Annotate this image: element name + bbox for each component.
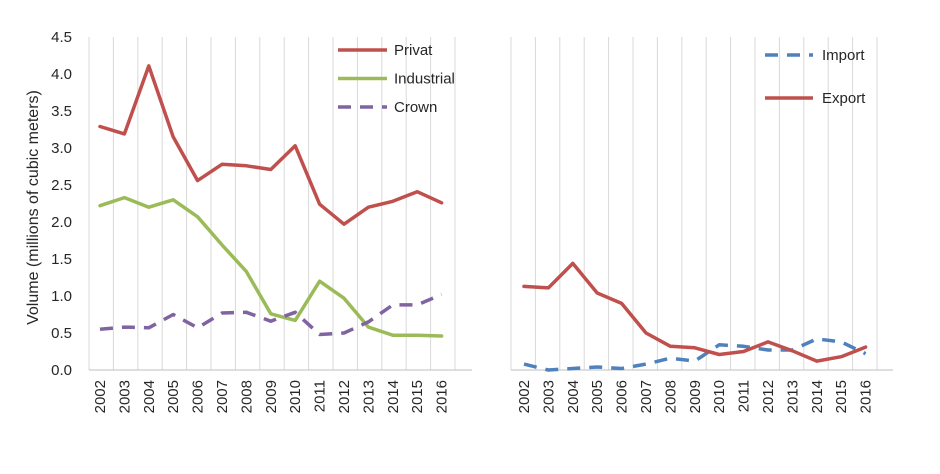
x-tick-label: 2012 (336, 380, 353, 413)
x-tick-label: 2002 (92, 380, 109, 413)
y-tick-label: 4.5 (51, 29, 72, 46)
x-tick-label: 2008 (238, 380, 255, 413)
y-tick-label: 2.5 (51, 177, 72, 194)
x-tick-label: 2005 (165, 380, 182, 413)
x-tick-label: 2002 (516, 380, 533, 413)
x-tick-label: 2010 (287, 380, 304, 413)
series-lines (100, 66, 442, 336)
y-tick-label: 3.5 (51, 103, 72, 120)
x-tick-label: 2008 (662, 380, 679, 413)
x-tick-label: 2015 (409, 380, 426, 413)
x-tick-labels: 2002 2003 2004 2005 2006 2007 2008 2009 2010 2011… (92, 380, 451, 413)
x-tick-label: 2006 (190, 380, 207, 413)
legend-label: Crown (394, 99, 437, 116)
legend: Privat Industrial Crown (338, 42, 455, 116)
y-tick-label: 0.5 (51, 325, 72, 342)
x-tick-label: 2013 (784, 380, 801, 413)
y-tick-label: 2.0 (51, 214, 72, 231)
x-tick-label: 2014 (809, 380, 826, 413)
x-tick-label: 2016 (434, 380, 451, 413)
x-tick-label: 2009 (263, 380, 280, 413)
x-tick-label: 2006 (614, 380, 631, 413)
series-line-import (524, 339, 866, 370)
x-tick-label: 2003 (540, 380, 557, 413)
x-tick-label: 2013 (360, 380, 377, 413)
x-tick-label: 2004 (565, 380, 582, 413)
legend-label: Import (822, 47, 865, 64)
y-tick-label: 4.0 (51, 66, 72, 83)
x-tick-label: 2009 (687, 380, 704, 413)
x-tick-label: 2016 (858, 380, 875, 413)
x-tick-label: 2003 (116, 380, 133, 413)
chart-panel-1: 2002 2003 2004 2005 2006 2007 2008 2009 2010 2011… (25, 29, 472, 413)
x-tick-label: 2015 (833, 380, 850, 413)
x-tick-label: 2010 (711, 380, 728, 413)
y-tick-labels: 0.0 0.5 1.0 1.5 2.0 2.5 3.0 3.5 4.0 4.5 (51, 29, 72, 379)
legend-label: Privat (394, 42, 433, 59)
x-tick-labels: 2002 2003 2004 2005 2006 2007 2008 2009 2010 2011… (516, 380, 875, 413)
legend-label: Export (822, 90, 866, 107)
gridlines (511, 37, 877, 370)
x-tick-label: 2007 (214, 380, 231, 413)
y-tick-label: 3.0 (51, 140, 72, 157)
x-tick-label: 2011 (312, 380, 329, 412)
y-tick-label: 0.0 (51, 362, 72, 379)
chart-panel-2: 2002 2003 2004 2005 2006 2007 2008 2009 2010 2011… (511, 37, 893, 413)
series-line-export (524, 263, 866, 361)
y-tick-label: 1.0 (51, 288, 72, 305)
series-lines (524, 263, 866, 370)
legend-label: Industrial (394, 71, 455, 88)
x-tick-label: 2007 (638, 380, 655, 413)
y-tick-label: 1.5 (51, 251, 72, 268)
series-line-privat (100, 66, 442, 224)
x-tick-label: 2005 (589, 380, 606, 413)
x-tick-label: 2011 (736, 380, 753, 412)
legend: Import Export (765, 47, 866, 107)
x-tick-label: 2014 (385, 380, 402, 413)
y-axis-title: Volume (millions of cubic meters) (25, 90, 42, 325)
x-tick-label: 2012 (760, 380, 777, 413)
x-tick-label: 2004 (141, 380, 158, 413)
series-line-industrial (100, 198, 442, 336)
